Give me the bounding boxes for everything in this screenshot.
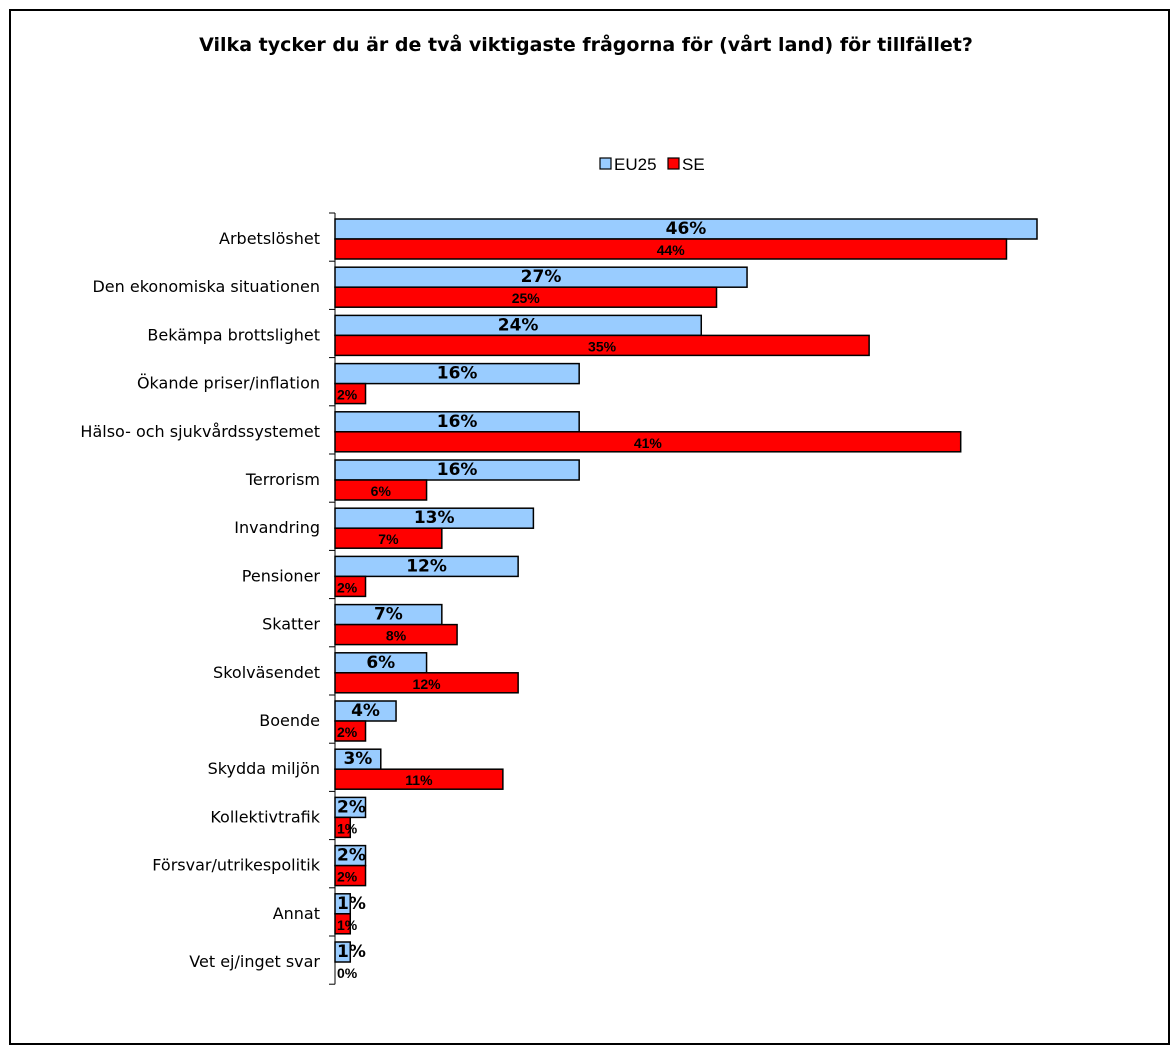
bar-se [334,913,352,935]
category-label: Bekämpa brottslighet [147,325,320,344]
data-label-se: 44% [657,242,686,258]
bar-se [334,431,962,453]
bar-se [334,864,367,887]
legend-swatch-eu25 [599,157,612,170]
category-label: Terrorism [245,470,320,489]
category-label: Hälso- och sjukvårdssystemet [80,422,320,441]
data-label-se: 2% [337,724,358,740]
data-label-eu25: 7% [374,605,403,625]
data-label-se: 2% [337,387,358,403]
category-label: Invandring [234,518,320,537]
data-label-eu25: 2% [337,797,366,817]
data-label-se: 2% [337,869,358,885]
category-label: Skolväsendet [213,663,320,682]
category-label: Annat [273,904,320,923]
bar-eu25 [334,555,519,578]
bar-eu25 [334,941,352,963]
data-label-eu25: 24% [498,315,539,335]
bar-se [334,286,718,308]
bar-se [334,768,504,790]
data-label-eu25: 13% [414,508,455,528]
bar-se [334,575,367,598]
category-label: Pensioner [242,566,321,585]
data-label-eu25: 1% [337,894,366,914]
bar-eu25 [334,459,580,481]
bar-se [334,382,367,405]
data-label-eu25: 4% [351,701,380,721]
chart-frame [9,9,1170,1045]
chart-title: Vilka tycker du är de två viktigaste frå… [199,34,973,56]
data-label-eu25: 46% [666,219,707,239]
category-label: Boende [259,711,320,730]
legend-label-se: SE [682,155,705,174]
data-label-eu25: 6% [366,653,395,673]
data-label-eu25: 1% [337,942,366,962]
bar-se [334,720,367,742]
data-label-eu25: 12% [406,556,447,576]
data-label-se: 41% [634,435,663,451]
data-label-eu25: 3% [343,749,372,769]
bar-se [334,479,428,501]
category-label: Ökande priser/inflation [137,374,320,393]
data-label-se: 6% [371,483,392,499]
data-label-se: 11% [405,772,433,788]
data-label-eu25: 27% [521,267,562,287]
bar-se [334,816,352,839]
category-label: Arbetslöshet [219,229,320,248]
legend-swatch-se [667,157,680,170]
data-label-se: 1% [337,820,358,836]
category-label: Skydda miljön [208,759,320,778]
data-label-se: 8% [386,628,407,644]
bar-se [334,238,1008,260]
data-label-se: 0% [337,965,358,981]
bar-se [334,623,458,646]
bar-se [334,334,870,357]
data-label-se: 12% [413,676,442,692]
category-label: Den ekonomiska situationen [92,277,320,296]
data-label-eu25: 2% [337,846,366,866]
data-label-se: 35% [588,338,617,354]
bar-eu25 [334,362,580,385]
data-label-se: 1% [337,917,358,933]
category-label: Kollektivtrafik [210,807,320,826]
legend-label-eu25: EU25 [614,155,657,174]
bar-se [334,672,519,694]
data-label-eu25: 16% [437,460,478,480]
category-label: Vet ej/inget svar [189,952,320,971]
category-label: Skatter [262,615,320,634]
data-label-se: 2% [337,579,358,595]
bar-se [334,527,443,549]
category-label: Försvar/utrikespolitik [152,856,320,875]
data-label-se: 7% [378,531,399,547]
data-label-eu25: 16% [437,364,478,384]
data-label-eu25: 16% [437,412,478,432]
data-label-se: 25% [512,290,541,306]
